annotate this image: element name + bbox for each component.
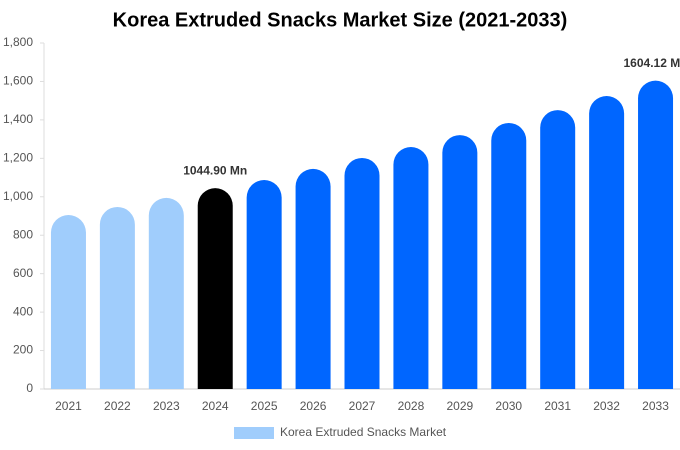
bar [589, 96, 625, 389]
chart-title: Korea Extruded Snacks Market Size (2021-… [113, 9, 568, 31]
y-tick-label: 800 [13, 227, 33, 241]
bar [344, 157, 380, 389]
legend-swatch [234, 427, 274, 439]
x-tick-label: 2022 [104, 399, 131, 413]
y-tick-label: 1,600 [3, 74, 33, 88]
x-tick-label: 2023 [153, 399, 180, 413]
x-tick-label: 2029 [446, 399, 473, 413]
x-tick-label: 2025 [251, 399, 278, 413]
x-tick-label: 2032 [593, 399, 620, 413]
bar [246, 180, 282, 389]
x-tick-label: 2024 [202, 399, 229, 413]
x-tick-label: 2021 [55, 399, 82, 413]
x-tick-label: 2033 [642, 399, 669, 413]
y-tick-label: 1,200 [3, 151, 33, 165]
y-tick-label: 200 [13, 343, 33, 357]
data-label: 1044.90 Mn [183, 163, 247, 177]
x-tick-label: 2028 [398, 399, 425, 413]
y-tick-label: 0 [26, 381, 33, 395]
data-label: 1604.12 Mn [624, 56, 680, 70]
bar [148, 197, 184, 389]
bar [393, 146, 429, 389]
legend-label: Korea Extruded Snacks Market [280, 425, 447, 439]
y-tick-label: 1,000 [3, 189, 33, 203]
y-tick-label: 1,400 [3, 112, 33, 126]
y-tick-label: 1,800 [3, 35, 33, 49]
x-tick-label: 2027 [349, 399, 376, 413]
x-tick-label: 2030 [495, 399, 522, 413]
x-tick-label: 2031 [544, 399, 571, 413]
bar [50, 215, 86, 389]
y-tick-label: 400 [13, 304, 33, 318]
bar [197, 188, 233, 389]
bar [442, 135, 478, 389]
bar [540, 110, 576, 389]
bar [295, 168, 331, 389]
bar [491, 122, 527, 389]
bar [99, 206, 135, 389]
x-tick-label: 2026 [300, 399, 327, 413]
bar [638, 80, 674, 389]
y-tick-label: 600 [13, 266, 33, 280]
